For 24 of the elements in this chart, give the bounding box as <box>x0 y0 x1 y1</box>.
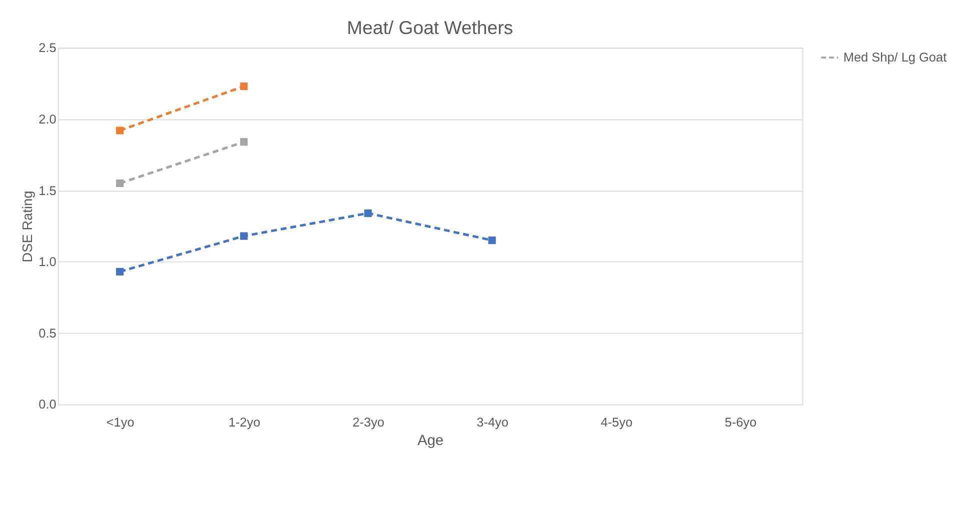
y-tick-label: 1.5 <box>38 182 56 198</box>
y-tick-label: 2.0 <box>38 111 56 126</box>
x-tick-label: 4-5yo <box>600 414 633 430</box>
x-tick-label: 3-4yo <box>476 414 508 430</box>
y-tick-label: 2.5 <box>38 40 56 56</box>
point <box>240 138 248 146</box>
y-axis-title: DSE Rating <box>20 190 35 262</box>
legend-label: Med Shp/ Lg Goat <box>843 49 948 64</box>
x-tick-label: 5-6yo <box>724 414 757 430</box>
y-tick-label: 1.0 <box>38 254 56 270</box>
y-tick-label: 0.0 <box>38 396 56 412</box>
point <box>116 126 124 134</box>
point <box>364 209 372 218</box>
x-tick-label: <1yo <box>106 414 134 430</box>
point <box>116 179 124 188</box>
point <box>116 268 124 276</box>
x-tick-label: 2-3yo <box>352 414 384 430</box>
x-axis-title: Age <box>417 432 444 449</box>
point <box>240 232 248 240</box>
point <box>488 236 496 244</box>
y-tick-label: 0.5 <box>38 325 56 340</box>
point <box>240 82 248 90</box>
x-tick-label: 1-2yo <box>228 414 260 430</box>
chart-title: Meat/ Goat Wethers <box>346 17 514 38</box>
